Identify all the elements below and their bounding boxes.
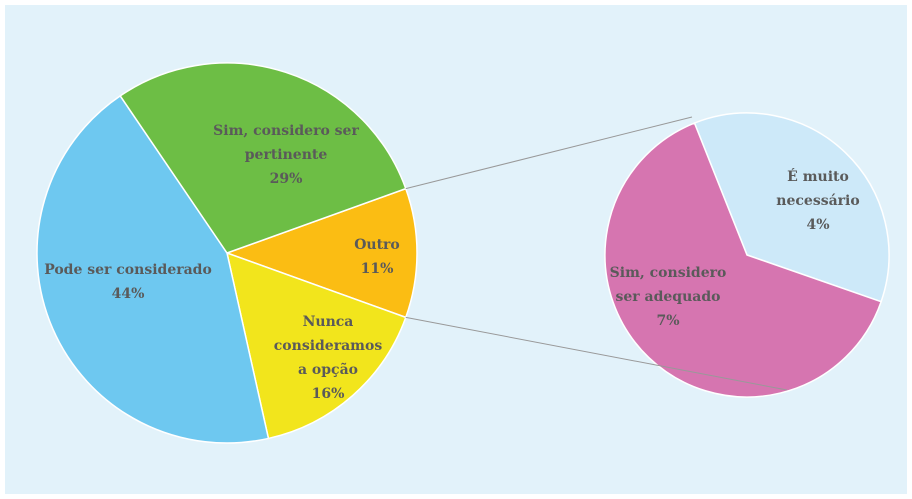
slice-name: Sim, considero ser pertinente <box>213 123 359 163</box>
data-label: Sim, considero ser pertinente 29% <box>191 119 381 191</box>
pie-slice <box>224 187 418 319</box>
value-label: 44% <box>111 286 145 302</box>
slice-name: É muito necessário <box>776 169 860 209</box>
value-label: 7% <box>656 313 680 329</box>
slice-name: Nunca consideramos a opção <box>273 314 383 378</box>
data-label: Pode ser considerado 44% <box>28 258 228 306</box>
slice-name: Sim, considero ser adequado <box>609 265 727 305</box>
value-label: 11% <box>360 261 394 277</box>
pie-slice <box>604 122 883 398</box>
value-label: 4% <box>806 217 830 233</box>
pie-slice <box>693 112 890 303</box>
connector-line <box>405 316 788 391</box>
data-label: Nunca consideramos a opção 16% <box>268 310 388 406</box>
pie-slice <box>119 62 407 254</box>
data-label: É muito necessário 4% <box>763 165 873 237</box>
value-label: 29% <box>269 171 303 187</box>
pie-slice <box>36 94 270 444</box>
data-label: Sim, considero ser adequado 7% <box>598 261 738 333</box>
pie-slice <box>225 251 407 440</box>
connector-line <box>405 116 693 190</box>
slice-name: Outro <box>354 237 400 253</box>
value-label: 16% <box>311 386 345 402</box>
data-label: Outro 11% <box>337 233 417 281</box>
slice-name: Pode ser considerado <box>44 262 212 278</box>
